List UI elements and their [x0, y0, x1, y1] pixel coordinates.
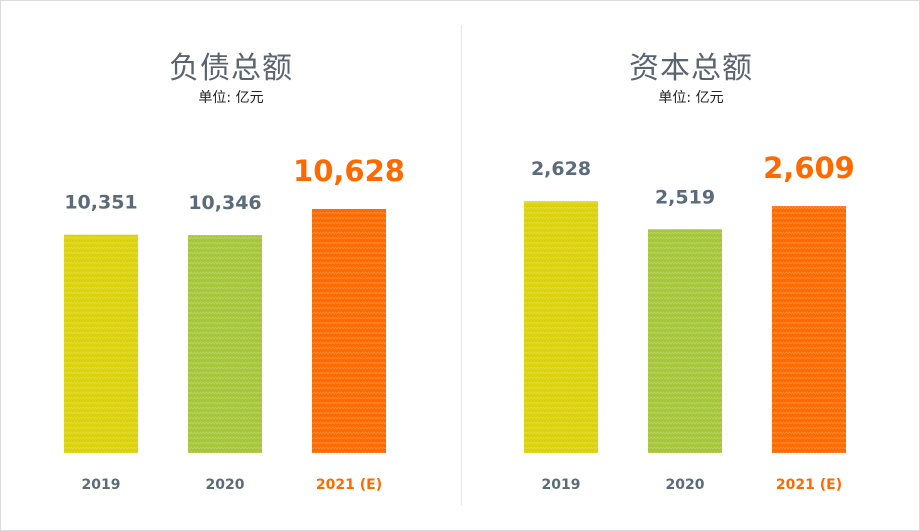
liabilities-panel: 负债总额 单位: 亿元 10,351 2019 10,346 2020 10,628 20…	[1, 1, 461, 530]
value-label: 10,351	[64, 192, 137, 214]
value-label: 2,519	[655, 186, 715, 208]
bar-2019	[524, 201, 598, 453]
value-label: 2,609	[763, 151, 855, 185]
value-label: 10,346	[188, 192, 261, 214]
capital-bar-chart: 2,628 2019 2,519 2020 2,609 2021 (E)	[524, 151, 855, 493]
value-label: 2,628	[531, 158, 591, 180]
category-label: 2020	[206, 477, 245, 493]
liabilities-bar-chart: 10,351 2019 10,346 2020 10,628 2021 (E)	[64, 154, 405, 493]
bar-2021e	[312, 208, 386, 453]
capital-unit: 单位: 亿元	[658, 90, 724, 106]
category-label: 2019	[82, 477, 121, 493]
liabilities-unit: 单位: 亿元	[198, 90, 264, 106]
category-label: 2020	[666, 477, 705, 493]
bar-2020	[648, 229, 722, 453]
bar-2020	[188, 235, 262, 453]
bar-2019	[64, 234, 138, 453]
category-label: 2019	[542, 477, 581, 493]
bar-2021e	[772, 206, 846, 453]
value-label: 10,628	[293, 154, 405, 188]
capital-panel: 资本总额 单位: 亿元 2,628 2019 2,519 2020 2,609 2021 …	[461, 1, 920, 530]
category-label: 2021 (E)	[316, 477, 382, 493]
panel-divider	[461, 25, 462, 505]
capital-title: 资本总额	[629, 51, 753, 86]
liabilities-title: 负债总额	[169, 51, 293, 86]
category-label: 2021 (E)	[776, 477, 842, 493]
